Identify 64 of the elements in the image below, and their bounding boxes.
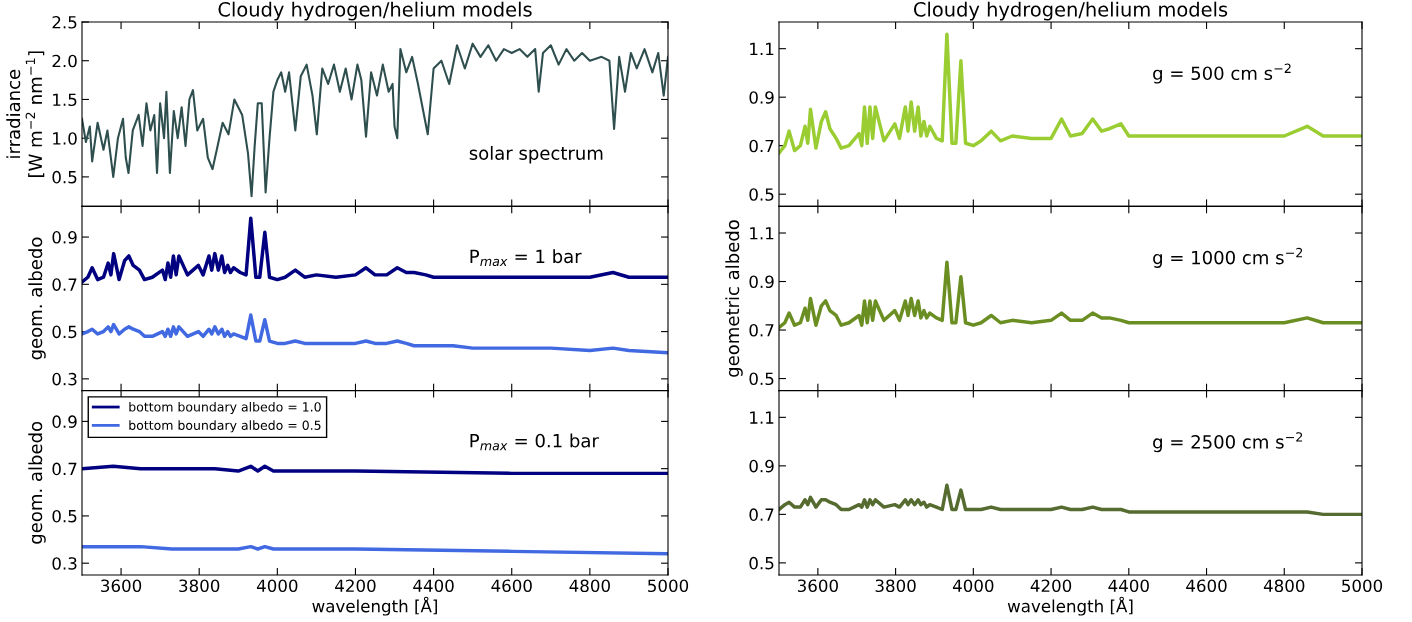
y-axis-title: irradiance [W m$^{−2}$ nm$^{−1}$] [6, 51, 45, 177]
y-axis-title: geometric albedo [725, 220, 743, 377]
x-tick-label: 4200 [1030, 579, 1072, 593]
annotation: g = 1000 cm s$^{−2}$ [1153, 247, 1303, 268]
x-tick-label: 3800 [875, 579, 916, 593]
x-tick-label: 4400 [413, 579, 454, 593]
annotation: g = 500 cm s$^{−2}$ [1153, 63, 1291, 84]
y-tick-label: 0.9 [749, 91, 774, 104]
line-series [82, 544, 668, 556]
x-tick-label: 5000 [648, 579, 689, 593]
x-tick-label: 4600 [1186, 579, 1227, 593]
legend-label: bottom boundary albedo = 1.0 [129, 401, 321, 415]
x-tick-label: 4800 [569, 579, 610, 593]
y-tick-label: 1.1 [750, 42, 774, 56]
x-tick-label: 3600 [797, 579, 838, 593]
x-tick-label: 4200 [335, 579, 376, 593]
y-tick-label: 0.9 [52, 231, 77, 244]
line-series [82, 313, 668, 355]
line-series [82, 216, 668, 284]
legend-label: bottom boundary albedo = 0.5 [129, 420, 321, 433]
line-series [82, 464, 668, 476]
x-tick-label: 4000 [256, 579, 298, 593]
annotation: P$_{max}$ = 0.1 bar [470, 433, 599, 451]
y-tick-label: 1.0 [53, 132, 77, 145]
line-series [779, 32, 1362, 155]
y-tick-label: 1.5 [53, 93, 77, 107]
chart-title: Cloudy hydrogen/helium models [913, 1, 1228, 21]
chart-title: Cloudy hydrogen/helium models [218, 1, 532, 21]
line-series [82, 42, 668, 198]
y-tick-label: 0.7 [52, 462, 77, 476]
y-tick-label: 0.5 [52, 509, 77, 523]
y-tick-label: 0.9 [749, 275, 774, 289]
x-tick-label: 3800 [179, 579, 220, 593]
y-tick-label: 0.7 [52, 278, 77, 291]
y-tick-label: 0.5 [749, 556, 774, 570]
y-tick-label: 0.7 [749, 508, 774, 521]
x-tick-label: 4000 [952, 579, 994, 593]
y-tick-label: 0.7 [749, 139, 774, 153]
y-tick-label: 0.3 [52, 557, 77, 570]
x-tick-label: 4800 [1263, 579, 1305, 593]
annotation: solar spectrum [469, 145, 603, 164]
y-tick-label: 2.5 [52, 15, 77, 29]
x-axis-title: wavelength [Å] [312, 596, 437, 616]
x-tick-label: 5000 [1342, 579, 1383, 593]
y-tick-label: 0.5 [749, 188, 774, 201]
line-series [779, 483, 1362, 517]
y-tick-label: 1.1 [750, 411, 774, 424]
annotation: P$_{max}$ = 1 bar [470, 249, 582, 267]
y-tick-label: 0.3 [52, 372, 77, 386]
x-tick-label: 4400 [1108, 579, 1149, 593]
x-axis-title: wavelength [Å] [1007, 596, 1133, 616]
y-tick-label: 0.7 [749, 323, 774, 337]
y-tick-label: 0.5 [52, 325, 77, 339]
x-tick-label: 3600 [101, 579, 142, 593]
y-tick-label: 0.9 [749, 459, 774, 473]
x-tick-label: 4600 [491, 579, 532, 593]
y-tick-label: 0.9 [52, 415, 77, 428]
y-tick-label: 2.0 [52, 54, 77, 68]
y-axis-title: geom. albedo [28, 237, 46, 360]
y-tick-label: 0.5 [52, 170, 77, 184]
y-axis-title: geom. albedo [28, 421, 46, 544]
y-tick-label: 0.5 [749, 372, 774, 386]
y-tick-label: 1.1 [750, 227, 774, 240]
annotation: g = 2500 cm s$^{−2}$ [1153, 432, 1303, 453]
